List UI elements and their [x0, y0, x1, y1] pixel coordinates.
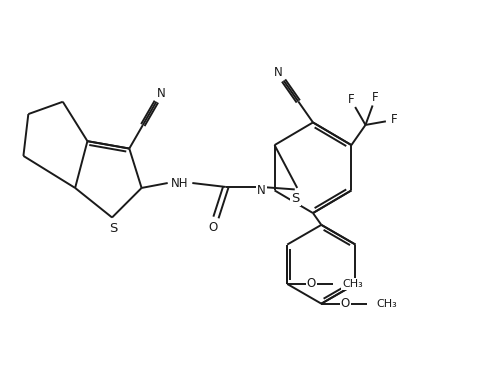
Text: O: O	[341, 297, 350, 310]
Text: S: S	[292, 192, 300, 205]
Text: F: F	[391, 113, 398, 126]
Text: F: F	[372, 91, 379, 104]
Text: CH₃: CH₃	[376, 299, 397, 309]
Text: O: O	[209, 221, 218, 234]
Text: N: N	[274, 66, 282, 79]
Text: CH₃: CH₃	[342, 279, 363, 289]
Text: N: N	[156, 88, 165, 100]
Text: S: S	[109, 222, 117, 235]
Text: F: F	[348, 93, 354, 106]
Text: N: N	[257, 184, 266, 197]
Text: NH: NH	[171, 177, 188, 190]
Text: O: O	[307, 277, 316, 290]
